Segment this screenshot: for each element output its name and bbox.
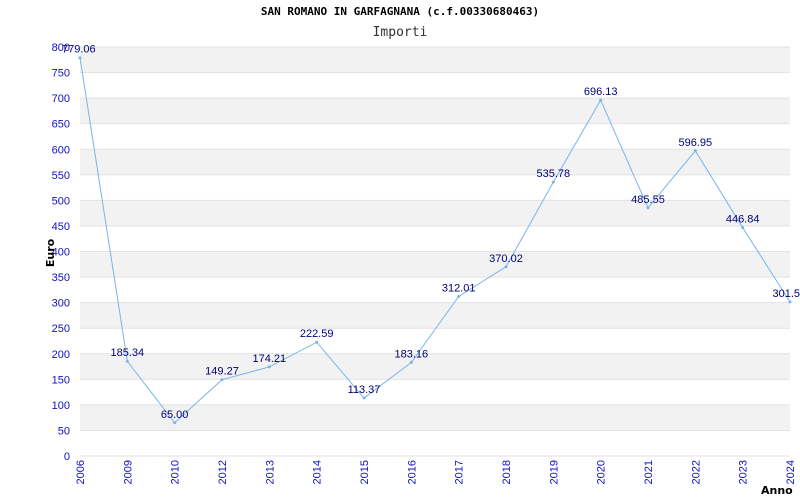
series-line-group bbox=[78, 56, 792, 425]
y-tick-label: 700 bbox=[52, 93, 70, 105]
data-point bbox=[788, 300, 792, 304]
data-point bbox=[599, 98, 603, 102]
grid-band bbox=[80, 353, 790, 380]
x-tick-label: 2017 bbox=[454, 460, 466, 484]
y-axis-title: Euro bbox=[44, 238, 57, 267]
x-tick-label: 2013 bbox=[264, 460, 276, 484]
y-tick-label: 350 bbox=[52, 272, 70, 284]
grid-band bbox=[80, 47, 790, 73]
data-point bbox=[315, 340, 319, 344]
data-label: 696.13 bbox=[584, 86, 618, 98]
x-tick-label: 2018 bbox=[501, 460, 513, 484]
y-tick-label: 300 bbox=[52, 298, 70, 310]
y-axis-ticks: 0 50 100 150 200 250 300 350 400 450 500 550 600 650 7… bbox=[52, 42, 70, 463]
grid-bands bbox=[80, 47, 790, 431]
data-label: 312.01 bbox=[442, 282, 476, 294]
data-point bbox=[173, 421, 177, 425]
x-tick-label: 2015 bbox=[359, 460, 371, 484]
data-point bbox=[693, 149, 697, 153]
data-label: 779.06 bbox=[62, 44, 96, 56]
x-tick-label: 2012 bbox=[217, 460, 229, 484]
data-point bbox=[457, 294, 461, 298]
y-tick-label: 200 bbox=[52, 349, 70, 361]
x-tick-label: 2021 bbox=[643, 460, 655, 484]
chart-subtitle: Importi bbox=[372, 25, 428, 40]
x-tick-label: 2014 bbox=[312, 460, 324, 484]
data-point bbox=[362, 396, 366, 400]
data-point bbox=[551, 180, 555, 184]
chart-title: SAN ROMANO IN GARFAGNANA (c.f.0033068046… bbox=[260, 5, 540, 18]
data-label: 183.16 bbox=[395, 348, 429, 360]
y-tick-label: 250 bbox=[52, 323, 70, 335]
data-point bbox=[741, 226, 745, 230]
x-tick-label: 2022 bbox=[690, 460, 702, 484]
grid-band bbox=[80, 98, 790, 124]
y-tick-label: 550 bbox=[52, 170, 70, 182]
x-tick-label: 2020 bbox=[596, 460, 608, 484]
data-label: 149.27 bbox=[205, 366, 239, 378]
y-tick-label: 500 bbox=[52, 195, 70, 207]
y-tick-label: 800 bbox=[52, 42, 70, 54]
x-tick-label: 2019 bbox=[548, 460, 560, 484]
y-tick-label: 450 bbox=[52, 221, 70, 233]
grid-band bbox=[80, 149, 790, 175]
grid-band bbox=[80, 200, 790, 226]
data-labels: 779.06 185.34 65.00 149.27 174.21 222.59 113.3… bbox=[62, 44, 800, 421]
data-label: 222.59 bbox=[300, 328, 334, 340]
data-label: 446.84 bbox=[726, 214, 760, 226]
data-point bbox=[220, 378, 224, 382]
grid-band bbox=[80, 404, 790, 431]
data-point bbox=[409, 360, 413, 364]
data-point bbox=[646, 206, 650, 210]
y-tick-label: 50 bbox=[58, 425, 70, 437]
data-label: 596.95 bbox=[679, 137, 713, 149]
y-tick-label: 150 bbox=[52, 374, 70, 386]
y-tick-label: 750 bbox=[52, 68, 70, 80]
series-line bbox=[79, 57, 791, 424]
x-tick-label: 2009 bbox=[122, 460, 134, 484]
x-tick-label: 2023 bbox=[738, 460, 750, 484]
y-tick-label: 600 bbox=[52, 144, 70, 156]
x-tick-label: 2006 bbox=[75, 460, 87, 484]
data-point bbox=[267, 365, 271, 369]
data-label: 370.02 bbox=[489, 253, 523, 265]
x-tick-label: 2010 bbox=[170, 460, 182, 484]
data-point bbox=[78, 56, 82, 60]
x-axis-ticks: 2006 2009 2010 2012 2013 2014 2015 2016 2017 2018… bbox=[75, 460, 797, 484]
data-label: 113.37 bbox=[348, 384, 381, 396]
grid-lines bbox=[80, 46, 790, 457]
y-tick-label: 400 bbox=[52, 247, 70, 259]
data-label: 174.21 bbox=[253, 353, 287, 365]
data-point bbox=[504, 265, 508, 269]
grid-band bbox=[80, 302, 790, 329]
data-label: 535.78 bbox=[537, 168, 571, 180]
data-label: 301.5 bbox=[772, 288, 800, 300]
data-label: 485.55 bbox=[631, 194, 665, 206]
data-label: 185.34 bbox=[111, 347, 145, 359]
x-tick-label: 2024 bbox=[785, 460, 797, 484]
y-tick-label: 0 bbox=[64, 451, 70, 463]
y-tick-label: 100 bbox=[52, 400, 70, 412]
data-label: 65.00 bbox=[161, 409, 189, 421]
x-axis-title: Anno bbox=[761, 484, 793, 497]
y-tick-label: 650 bbox=[52, 119, 70, 131]
grid-band bbox=[80, 251, 790, 278]
x-tick-label: 2016 bbox=[406, 460, 418, 484]
data-point bbox=[125, 359, 129, 363]
